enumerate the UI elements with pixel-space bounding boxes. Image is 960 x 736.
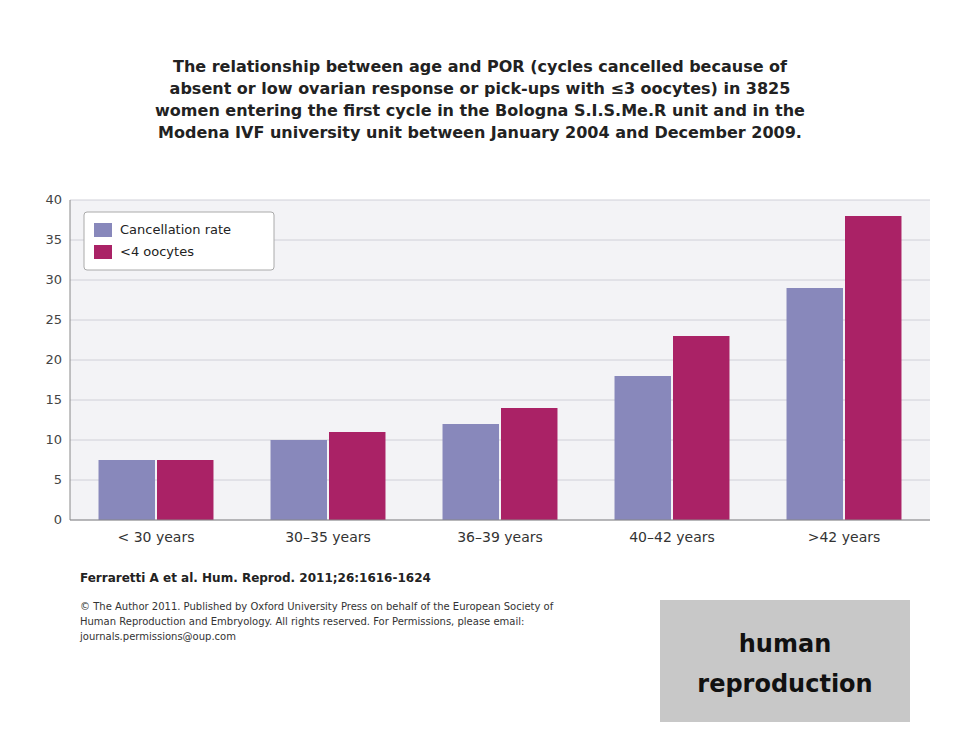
bar	[99, 460, 155, 520]
x-tick-label: 36–39 years	[457, 529, 543, 545]
y-tick-label: 10	[45, 432, 62, 447]
y-tick-label: 15	[45, 392, 62, 407]
y-tick-label: 30	[45, 272, 62, 287]
x-tick-label: 40–42 years	[629, 529, 715, 545]
y-tick-label: 35	[45, 232, 62, 247]
bar	[787, 288, 843, 520]
y-tick-label: 20	[45, 352, 62, 367]
chart-root: The relationship between age and POR (cy…	[0, 0, 960, 736]
logo-text: human	[739, 630, 831, 658]
legend-swatch	[94, 223, 112, 237]
citation: Ferraretti A et al. Hum. Reprod. 2011;26…	[80, 571, 431, 585]
x-tick-label: 30–35 years	[285, 529, 371, 545]
legend-label: <4 oocytes	[120, 244, 194, 259]
bar	[615, 376, 671, 520]
grid	[70, 200, 930, 520]
title: The relationship between age and POR (cy…	[155, 57, 805, 142]
grid-line	[70, 280, 930, 281]
bar	[157, 460, 213, 520]
bar	[329, 432, 385, 520]
bar	[271, 440, 327, 520]
bar	[845, 216, 901, 520]
grid-line	[70, 520, 930, 521]
chart: The relationship between age and POR (cy…	[0, 0, 960, 736]
x-tick-label: < 30 years	[118, 529, 195, 545]
legend-swatch	[94, 245, 112, 259]
y-tick-label: 0	[54, 512, 62, 527]
grid-line	[70, 200, 930, 201]
bar	[501, 408, 557, 520]
x-axis	[70, 520, 930, 521]
logo-box	[660, 600, 910, 722]
y-tick-label: 5	[54, 472, 62, 487]
x-tick-label: >42 years	[808, 529, 881, 545]
copyright: © The Author 2011. Published by Oxford U…	[79, 601, 554, 642]
legend-label: Cancellation rate	[120, 222, 231, 237]
bar	[673, 336, 729, 520]
y-tick-label: 25	[45, 312, 62, 327]
legend-box	[84, 212, 274, 270]
logo-text: reproduction	[697, 670, 872, 698]
y-tick-label: 40	[45, 192, 62, 207]
y-axis	[70, 200, 71, 520]
plot-background	[70, 200, 930, 520]
legend: Cancellation rate <4 oocytes	[84, 212, 274, 270]
bar	[443, 424, 499, 520]
